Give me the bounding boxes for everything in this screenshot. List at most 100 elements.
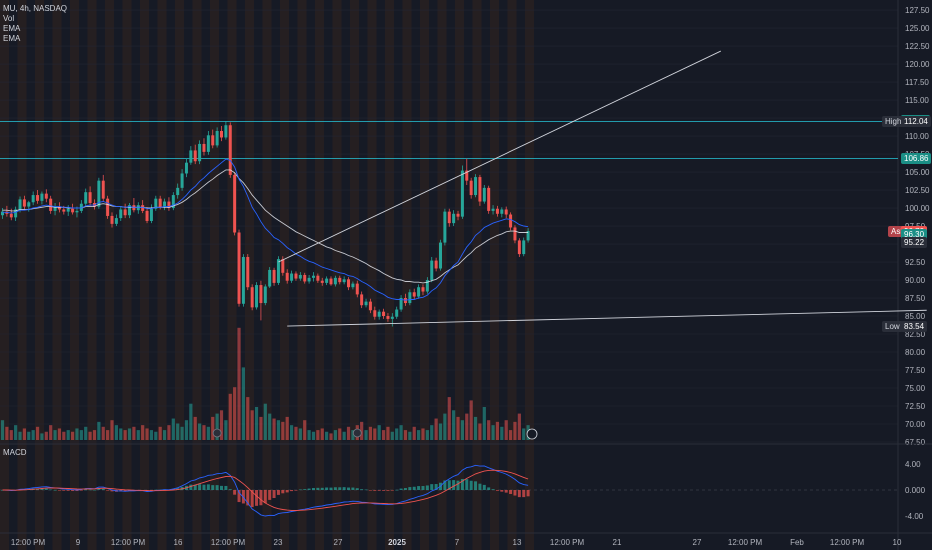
candle	[395, 306, 399, 319]
session-band	[525, 0, 534, 550]
macd-bar	[364, 489, 368, 491]
macd-bar	[421, 486, 425, 490]
session-band	[297, 0, 307, 550]
macd-bar	[311, 487, 315, 490]
volume-bar	[27, 431, 31, 440]
candle-body	[62, 209, 66, 212]
candle	[14, 206, 18, 221]
candle-body	[333, 277, 337, 285]
volume-bar	[62, 431, 66, 440]
macd-bar	[509, 490, 513, 494]
candle	[66, 205, 70, 216]
macd-bar	[452, 480, 456, 490]
candle	[40, 191, 44, 205]
macd-bar	[281, 490, 285, 494]
macd-bar	[294, 490, 298, 491]
candle	[220, 125, 223, 142]
macd-bar	[79, 490, 83, 491]
macd-bar	[255, 490, 259, 506]
macd-bar	[215, 485, 219, 490]
y-tick-label: 70.00	[905, 420, 926, 429]
macd-bar	[171, 488, 175, 490]
candle	[417, 284, 421, 299]
session-bands	[0, 0, 534, 550]
candle-body	[128, 205, 132, 216]
candle	[408, 289, 412, 306]
candle	[272, 267, 276, 286]
macd-bar	[373, 490, 377, 491]
volume-bar	[215, 413, 219, 440]
x-tick-label: 2025	[388, 538, 406, 547]
candle	[110, 212, 114, 228]
x-tick-label: 12:00 PM	[728, 538, 763, 547]
ema-slow-line	[2, 169, 529, 284]
macd-bar	[237, 490, 241, 503]
volume-bar	[145, 428, 149, 440]
volume-bar	[149, 430, 154, 440]
x-tick-label: 12:00 PM	[830, 538, 865, 547]
candle	[452, 210, 456, 227]
candle-body	[57, 207, 61, 210]
candle-body	[145, 210, 149, 221]
candle	[246, 254, 250, 291]
macd-bar	[522, 490, 526, 498]
candle	[351, 281, 355, 290]
volume-bar	[180, 426, 184, 440]
macd-bar	[495, 490, 499, 491]
volume-bar	[399, 425, 403, 440]
candle	[49, 195, 53, 214]
volume-bar	[465, 413, 469, 440]
macd-bar	[386, 490, 390, 491]
candle	[84, 188, 88, 206]
candle-body	[228, 125, 232, 175]
macd-bar	[504, 490, 508, 493]
candle-body	[206, 135, 210, 152]
volume-bar	[53, 430, 57, 440]
volume-bar	[272, 418, 276, 440]
candle-body	[158, 198, 162, 208]
candle	[311, 272, 315, 282]
candle-body	[193, 150, 197, 162]
add-marker-icon[interactable]	[526, 428, 538, 440]
candle	[377, 309, 381, 320]
x-tick-label: 9	[76, 538, 81, 547]
volume-bar	[285, 416, 289, 440]
volume-bar	[18, 431, 22, 440]
candle	[44, 189, 48, 203]
volume-bar	[447, 397, 451, 440]
candle	[114, 214, 118, 227]
volume-bar	[40, 433, 44, 440]
volume-bar	[189, 403, 193, 440]
volume-bar	[14, 425, 18, 440]
volume-bar	[360, 421, 364, 440]
y-tick-label: 120.00	[905, 60, 930, 69]
candle-body	[469, 180, 473, 196]
candle-body	[49, 198, 53, 211]
x-tick-label: 13	[513, 538, 522, 547]
volume-bar	[263, 403, 267, 440]
session-band	[332, 0, 342, 550]
event-marker-icon	[212, 428, 222, 438]
candle	[522, 237, 526, 257]
candle	[149, 204, 153, 224]
volume-bar	[298, 428, 302, 440]
session-band	[315, 0, 324, 550]
macd-bar	[469, 480, 473, 490]
candle	[491, 205, 495, 215]
macd-bar	[443, 480, 447, 490]
volume-bar	[88, 431, 92, 440]
volume-bar	[320, 428, 324, 440]
volume-bar	[92, 430, 97, 440]
volume-bar	[233, 387, 237, 440]
candle-body	[123, 209, 127, 216]
candle-body	[75, 210, 79, 213]
candle-body	[351, 283, 355, 288]
volume-bar	[171, 418, 175, 440]
volume-bar	[412, 426, 416, 440]
volume-bar	[333, 430, 337, 440]
candle	[487, 185, 491, 214]
candle	[347, 277, 351, 291]
candle	[88, 186, 92, 206]
macd-bar	[316, 487, 320, 490]
